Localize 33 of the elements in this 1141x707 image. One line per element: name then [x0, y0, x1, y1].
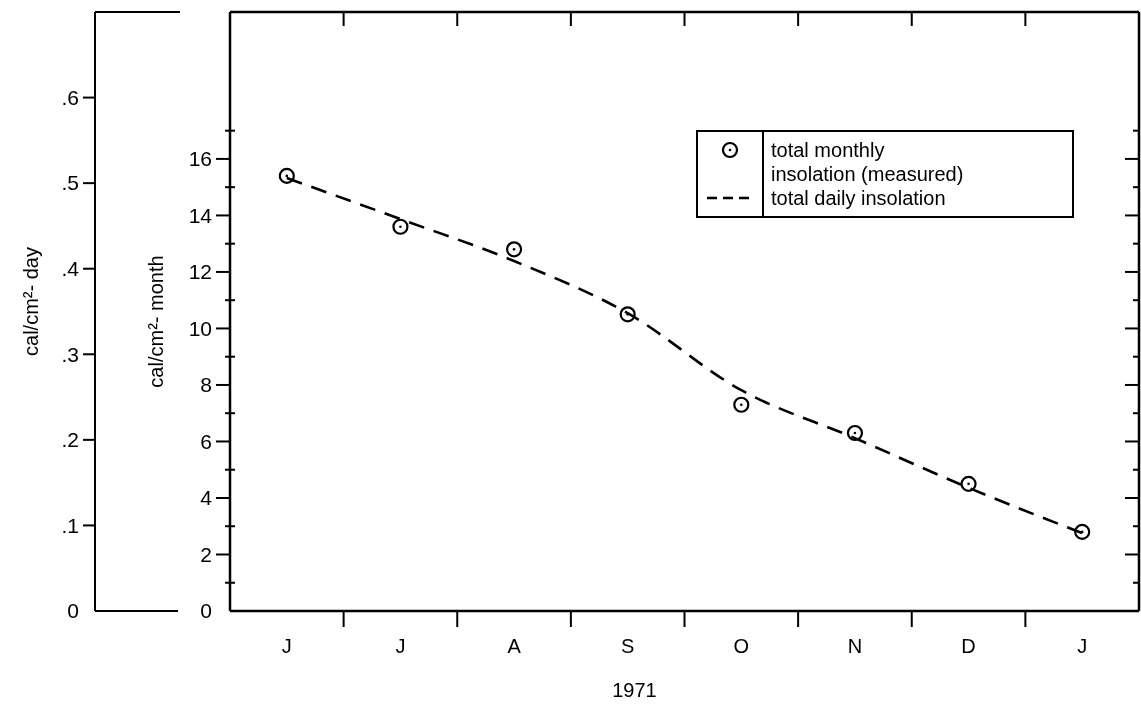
y2-tick-label: 0	[67, 599, 79, 623]
y2-axis-title: cal/cm²- day	[20, 247, 42, 356]
y2-tick-label: .1	[61, 513, 79, 537]
y-axis-title: cal/cm²- month	[145, 255, 167, 388]
legend-label: total daily insolation	[771, 187, 946, 209]
x-axis-title: 1971	[612, 679, 657, 701]
y-tick-label: 10	[188, 316, 212, 340]
y-tick-label: 8	[200, 373, 212, 397]
x-tick-label: J	[395, 635, 406, 657]
x-tick-label: D	[961, 635, 976, 657]
y-tick-label: 4	[200, 486, 213, 510]
x-tick-label: J	[281, 635, 292, 657]
point	[392, 218, 409, 235]
y-tick-label: 16	[188, 147, 212, 171]
point	[505, 241, 523, 258]
x-tick-label: N	[847, 635, 863, 657]
y2-tick-label: .3	[61, 342, 79, 366]
x-tick-label: A	[507, 635, 522, 657]
point	[960, 475, 977, 492]
y-tick-label: 6	[200, 429, 212, 453]
x-tick-label: J	[1077, 635, 1088, 657]
y-tick-label: 0	[200, 599, 212, 623]
y-tick-label: 12	[188, 260, 212, 284]
y2-tick-label: .5	[61, 171, 79, 195]
point	[733, 396, 750, 413]
legend-label: total monthly insolation (measured)	[771, 139, 964, 185]
x-tick-label: O	[733, 635, 750, 657]
y-tick-label: 14	[188, 203, 213, 227]
y2-tick-label: .4	[61, 257, 80, 281]
y2-tick-label: .6	[61, 85, 79, 109]
y-tick-label: 2	[200, 542, 212, 566]
y2-tick-label: .2	[61, 428, 79, 452]
x-tick-label: S	[621, 635, 635, 657]
